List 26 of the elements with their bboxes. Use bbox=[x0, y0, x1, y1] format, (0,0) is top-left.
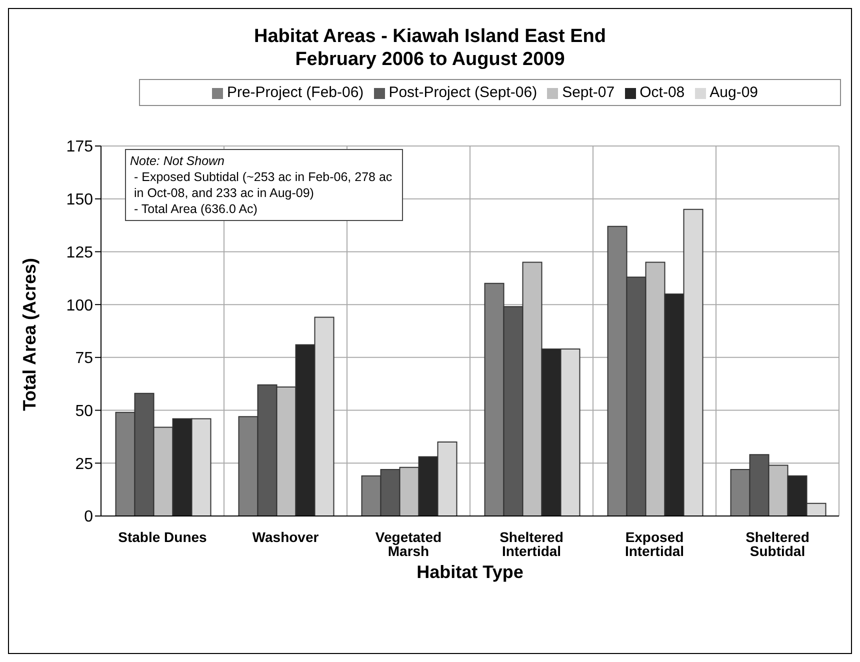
y-tick-label: 25 bbox=[75, 456, 94, 473]
annotation: - Total Area (636.0 Ac) bbox=[133, 201, 258, 217]
y-tick-label: 125 bbox=[66, 244, 94, 262]
y-tick-label: 175 bbox=[66, 138, 94, 156]
y-tick-label: 0 bbox=[84, 508, 94, 526]
legend-label: Pre-Project (Feb-06) bbox=[226, 84, 364, 101]
legend-label: Oct-08 bbox=[640, 84, 685, 101]
x-tick-label: Stable Dunes bbox=[118, 528, 208, 545]
y-axis-title: Total Area (Acres) bbox=[19, 258, 40, 411]
y-tick-label: 100 bbox=[66, 297, 94, 314]
chart-title: Habitat Areas - Kiawah Island East End bbox=[253, 25, 607, 48]
annotation: Note: Not Shown bbox=[130, 153, 226, 169]
chart-subtitle: February 2006 to August 2009 bbox=[294, 48, 566, 71]
legend-label: Sept-07 bbox=[562, 84, 615, 101]
y-tick-label: 50 bbox=[75, 402, 94, 420]
x-tick-label: Exposed Intertidal bbox=[624, 528, 684, 559]
legend-label: Aug-09 bbox=[710, 84, 758, 101]
x-tick-label: Vegetated Marsh bbox=[375, 528, 442, 559]
annotation: - Exposed Subtidal (~253 ac in Feb-06, 278 ac in Oct-08, and 233 ac in Aug-09) bbox=[133, 169, 394, 201]
legend-label: Post-Project (Sept-06) bbox=[388, 84, 538, 101]
y-tick-label: 150 bbox=[66, 192, 94, 209]
x-tick-label: Washover bbox=[252, 528, 320, 545]
y-tick-label: 75 bbox=[75, 350, 94, 368]
x-tick-label: Sheltered Subtidal bbox=[746, 528, 810, 559]
x-axis-title: Habitat Type bbox=[416, 562, 524, 582]
x-tick-label: Sheltered Intertidal bbox=[500, 528, 564, 559]
